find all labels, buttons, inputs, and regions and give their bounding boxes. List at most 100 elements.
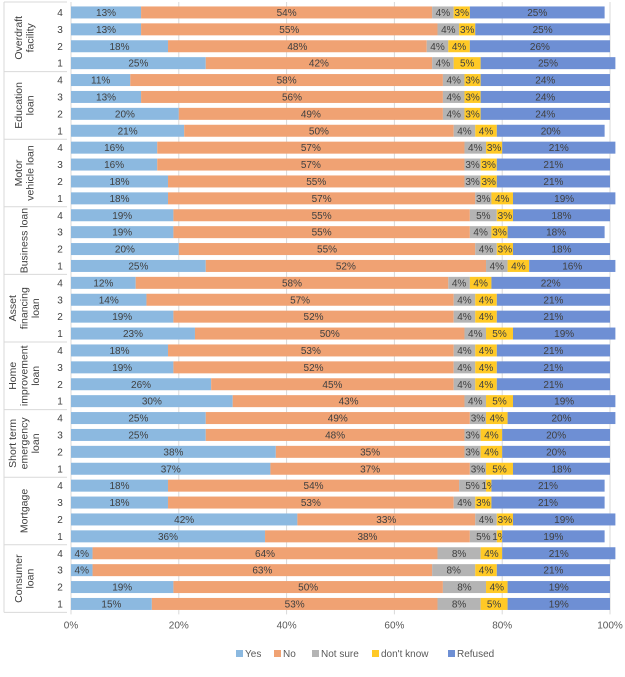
bar-segment <box>480 597 508 610</box>
data-label: 4% <box>452 278 467 289</box>
bar-segment <box>173 226 470 239</box>
group-label-line: loan <box>30 298 42 318</box>
bar-segment <box>146 293 454 306</box>
data-label: 48% <box>287 42 307 53</box>
data-label: 21% <box>118 126 138 137</box>
data-label: 16% <box>104 143 124 154</box>
row-label: 4 <box>57 143 63 154</box>
data-label: 4% <box>473 228 488 239</box>
bar-segment <box>464 107 481 120</box>
data-label: 4% <box>479 346 494 357</box>
bar-segment <box>71 57 206 70</box>
bar-segment <box>71 74 131 87</box>
data-label: 55% <box>312 228 332 239</box>
bar-segment <box>157 158 465 171</box>
data-label: 4% <box>457 363 472 374</box>
bar-segment <box>496 378 610 391</box>
group-label-line: Business loan <box>19 208 31 274</box>
data-label: 4% <box>479 363 494 374</box>
data-label: 19% <box>554 329 574 340</box>
data-label: 11% <box>91 76 110 87</box>
bar-segment <box>71 6 142 19</box>
legend-label: don't know <box>381 649 429 660</box>
bar-segment <box>71 293 147 306</box>
bar-segment <box>491 226 508 239</box>
data-label: 21% <box>538 481 558 492</box>
data-label: 33% <box>376 515 396 526</box>
bar-segment <box>442 581 487 594</box>
data-label: 4% <box>490 583 505 594</box>
data-label: 52% <box>304 363 324 374</box>
bar-segment <box>453 124 476 137</box>
bar-segment <box>71 597 152 610</box>
bar-segment <box>464 74 481 87</box>
x-axis: 0% 20% 40% 60% 80% 100% <box>64 620 623 631</box>
bar-segment <box>71 395 233 408</box>
bar-segment <box>486 479 492 492</box>
row-label: 2 <box>57 42 63 53</box>
bar-segment <box>502 428 610 441</box>
bar-segment <box>448 276 470 289</box>
bar-segment <box>71 243 179 256</box>
bar-segment <box>453 344 476 357</box>
data-label: 3% <box>465 109 480 120</box>
data-label: 30% <box>142 397 162 408</box>
data-label: 4% <box>446 76 461 87</box>
bar-segment <box>71 276 136 289</box>
data-label: 3% <box>455 8 470 19</box>
data-label: 4% <box>484 447 499 458</box>
bar-segment <box>469 530 497 543</box>
bar-segment <box>270 462 470 475</box>
group-label-line: vehicle loan <box>24 145 36 201</box>
bar-segment <box>475 378 497 391</box>
data-label: 23% <box>123 329 143 340</box>
data-label: 25% <box>533 25 553 36</box>
bar-segment <box>205 428 465 441</box>
data-label: 16% <box>562 261 582 272</box>
row-label: 3 <box>57 430 63 441</box>
bar-segment <box>496 209 513 222</box>
bar-segment <box>453 293 476 306</box>
data-label: 4% <box>490 261 505 272</box>
bar-segment <box>496 293 610 306</box>
group-label-line: Mortgage <box>19 489 31 534</box>
bar-segment <box>469 209 497 222</box>
data-label: 4% <box>490 414 505 425</box>
data-label: 57% <box>301 160 321 171</box>
data-label: 55% <box>279 25 299 36</box>
bar-segment <box>496 530 503 543</box>
data-label: 3% <box>487 143 502 154</box>
data-label: 4% <box>484 549 499 560</box>
group-label: Consumerloan <box>13 554 37 603</box>
bar-segment <box>491 479 605 492</box>
bar-segment <box>512 243 610 256</box>
group-labels: 4321Overdraftfacility4321Educationloan43… <box>3 1 67 613</box>
data-label: 1% <box>481 481 496 492</box>
legend-swatch <box>312 650 319 657</box>
bar-segment <box>71 175 169 188</box>
legend-swatch <box>236 650 243 657</box>
bar-segment <box>486 581 508 594</box>
bar-segment <box>453 310 476 323</box>
group-label-line: Education <box>13 82 25 129</box>
data-label: 42% <box>309 59 329 70</box>
bar-segment <box>71 513 298 526</box>
bar-segment <box>432 6 454 19</box>
row-label: 1 <box>57 261 63 272</box>
row-label: 3 <box>57 160 63 171</box>
bar-segment <box>453 57 481 70</box>
bar-segment <box>496 513 513 526</box>
data-label: 24% <box>535 76 555 87</box>
bar-segment <box>486 141 503 154</box>
data-label: 18% <box>110 498 130 509</box>
data-label: 53% <box>301 346 321 357</box>
data-label: 20% <box>115 245 135 256</box>
bar-segment <box>168 40 427 53</box>
data-label: 12% <box>93 278 113 289</box>
row-label: 2 <box>57 447 63 458</box>
bar-segment <box>507 412 616 425</box>
data-label: 19% <box>112 211 132 222</box>
group-label-line: Asset <box>7 295 19 321</box>
data-label: 4% <box>457 126 472 137</box>
